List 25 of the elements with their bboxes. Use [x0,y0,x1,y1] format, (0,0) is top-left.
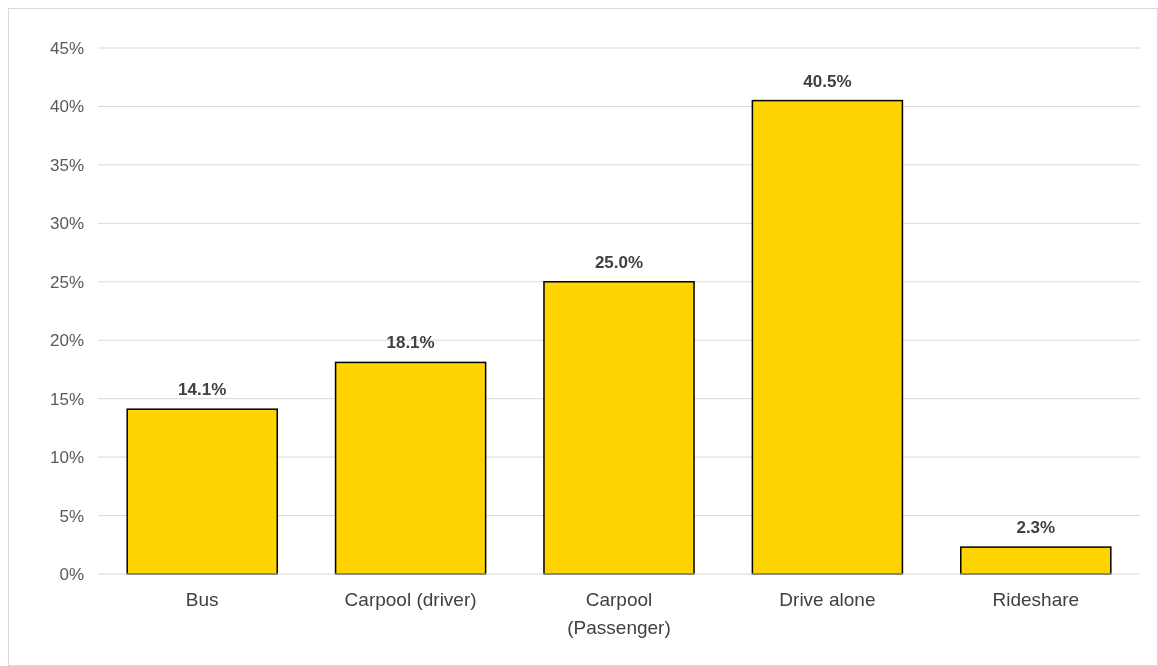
y-tick-label: 20% [49,331,84,351]
data-label: 25.0% [594,252,644,272]
y-tick-label: 40% [49,97,84,117]
y-tick-label: 10% [49,448,84,468]
x-tick-label: Rideshare [992,589,1080,610]
y-tick-label: 15% [49,389,84,409]
y-tick-label: 45% [49,38,84,58]
bar [334,361,487,575]
y-tick-label: 30% [49,214,84,234]
y-tick-label: 35% [49,155,84,175]
bar [543,281,695,575]
data-label: 14.1% [178,380,227,400]
data-label: 18.1% [386,333,435,353]
data-label: 40.5% [803,71,852,91]
x-tick-label: Bus [185,589,219,610]
y-tick-label: 5% [59,506,84,526]
bar [126,408,278,575]
bar [751,99,904,575]
y-tick-label: 0% [59,564,84,584]
bar [960,546,1112,575]
data-label: 2.3% [1016,518,1056,538]
x-tick-label: Carpool (driver) [344,589,477,610]
y-tick-label: 25% [49,272,84,292]
x-tick-label: Drive alone [779,589,876,610]
x-tick-label: Carpool (Passenger) [567,589,671,638]
